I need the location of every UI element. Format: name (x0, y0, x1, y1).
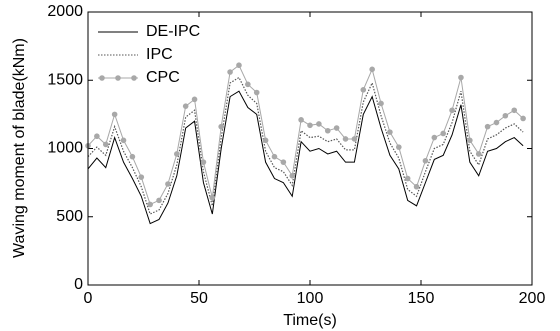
series-marker (298, 117, 304, 123)
series-marker (520, 115, 526, 122)
y-tick-label: 500 (56, 208, 83, 225)
series-marker (316, 121, 322, 127)
series-marker (484, 123, 491, 130)
series-marker (422, 157, 429, 164)
series-marker (200, 159, 207, 165)
series-marker (307, 122, 313, 129)
series-marker (351, 136, 358, 142)
series-marker (440, 130, 447, 137)
series-line (87, 64, 524, 206)
series-marker (209, 194, 216, 201)
series-marker (333, 125, 340, 131)
plot-frame (87, 11, 533, 286)
series-marker (120, 137, 127, 144)
x-tick-label: 0 (84, 290, 93, 307)
series-marker (111, 111, 118, 118)
legend-label: DE-IPC (146, 23, 200, 40)
x-tick-label: 200 (519, 290, 546, 307)
x-axis-label: Time(s) (283, 312, 337, 329)
series-marker (467, 137, 473, 144)
series-marker (493, 119, 500, 126)
series-marker (324, 127, 331, 134)
series-marker (191, 96, 198, 103)
series-marker (94, 133, 100, 140)
legend-marker (115, 75, 121, 81)
legend-marker (131, 75, 137, 81)
series-marker (165, 181, 171, 187)
series-marker (369, 66, 375, 73)
series-line (87, 76, 524, 215)
series-marker (182, 103, 189, 109)
series-marker (342, 136, 349, 142)
series-marker (404, 175, 411, 182)
series-marker (102, 141, 109, 148)
series-marker (253, 89, 260, 96)
series-marker (236, 62, 242, 69)
series-marker (129, 153, 136, 160)
series-marker (511, 107, 518, 114)
legend-marker (99, 75, 105, 81)
series-marker (262, 137, 269, 144)
series-marker (147, 201, 153, 208)
series-marker (449, 107, 455, 114)
x-tick-label: 150 (408, 290, 435, 307)
series-marker (271, 153, 278, 160)
series-line (87, 90, 524, 225)
series-marker (378, 100, 384, 107)
series-marker (138, 174, 145, 180)
series-marker (174, 151, 180, 157)
series-marker (458, 74, 464, 81)
legend-label: IPC (146, 46, 173, 63)
series-marker (227, 69, 233, 75)
series-marker (156, 197, 162, 204)
series-marker (387, 129, 393, 135)
series-marker (431, 134, 438, 141)
y-tick-label: 2000 (47, 3, 83, 20)
series-marker (396, 144, 402, 150)
series-marker (218, 123, 224, 130)
legend-label: CPC (146, 69, 180, 86)
x-tick-label: 50 (190, 290, 208, 307)
series-marker (245, 81, 251, 88)
y-axis-label: Waving moment of blade(kNm) (11, 38, 28, 258)
y-tick-label: 1000 (47, 140, 83, 157)
series-marker (360, 87, 367, 93)
series-marker (289, 173, 296, 179)
series-marker (475, 151, 482, 157)
x-tick-label: 100 (297, 290, 324, 307)
y-tick-label: 0 (74, 276, 83, 293)
y-tick-label: 1500 (47, 71, 83, 88)
series-marker (502, 112, 509, 119)
series-marker (280, 159, 287, 165)
series-marker (413, 183, 420, 190)
